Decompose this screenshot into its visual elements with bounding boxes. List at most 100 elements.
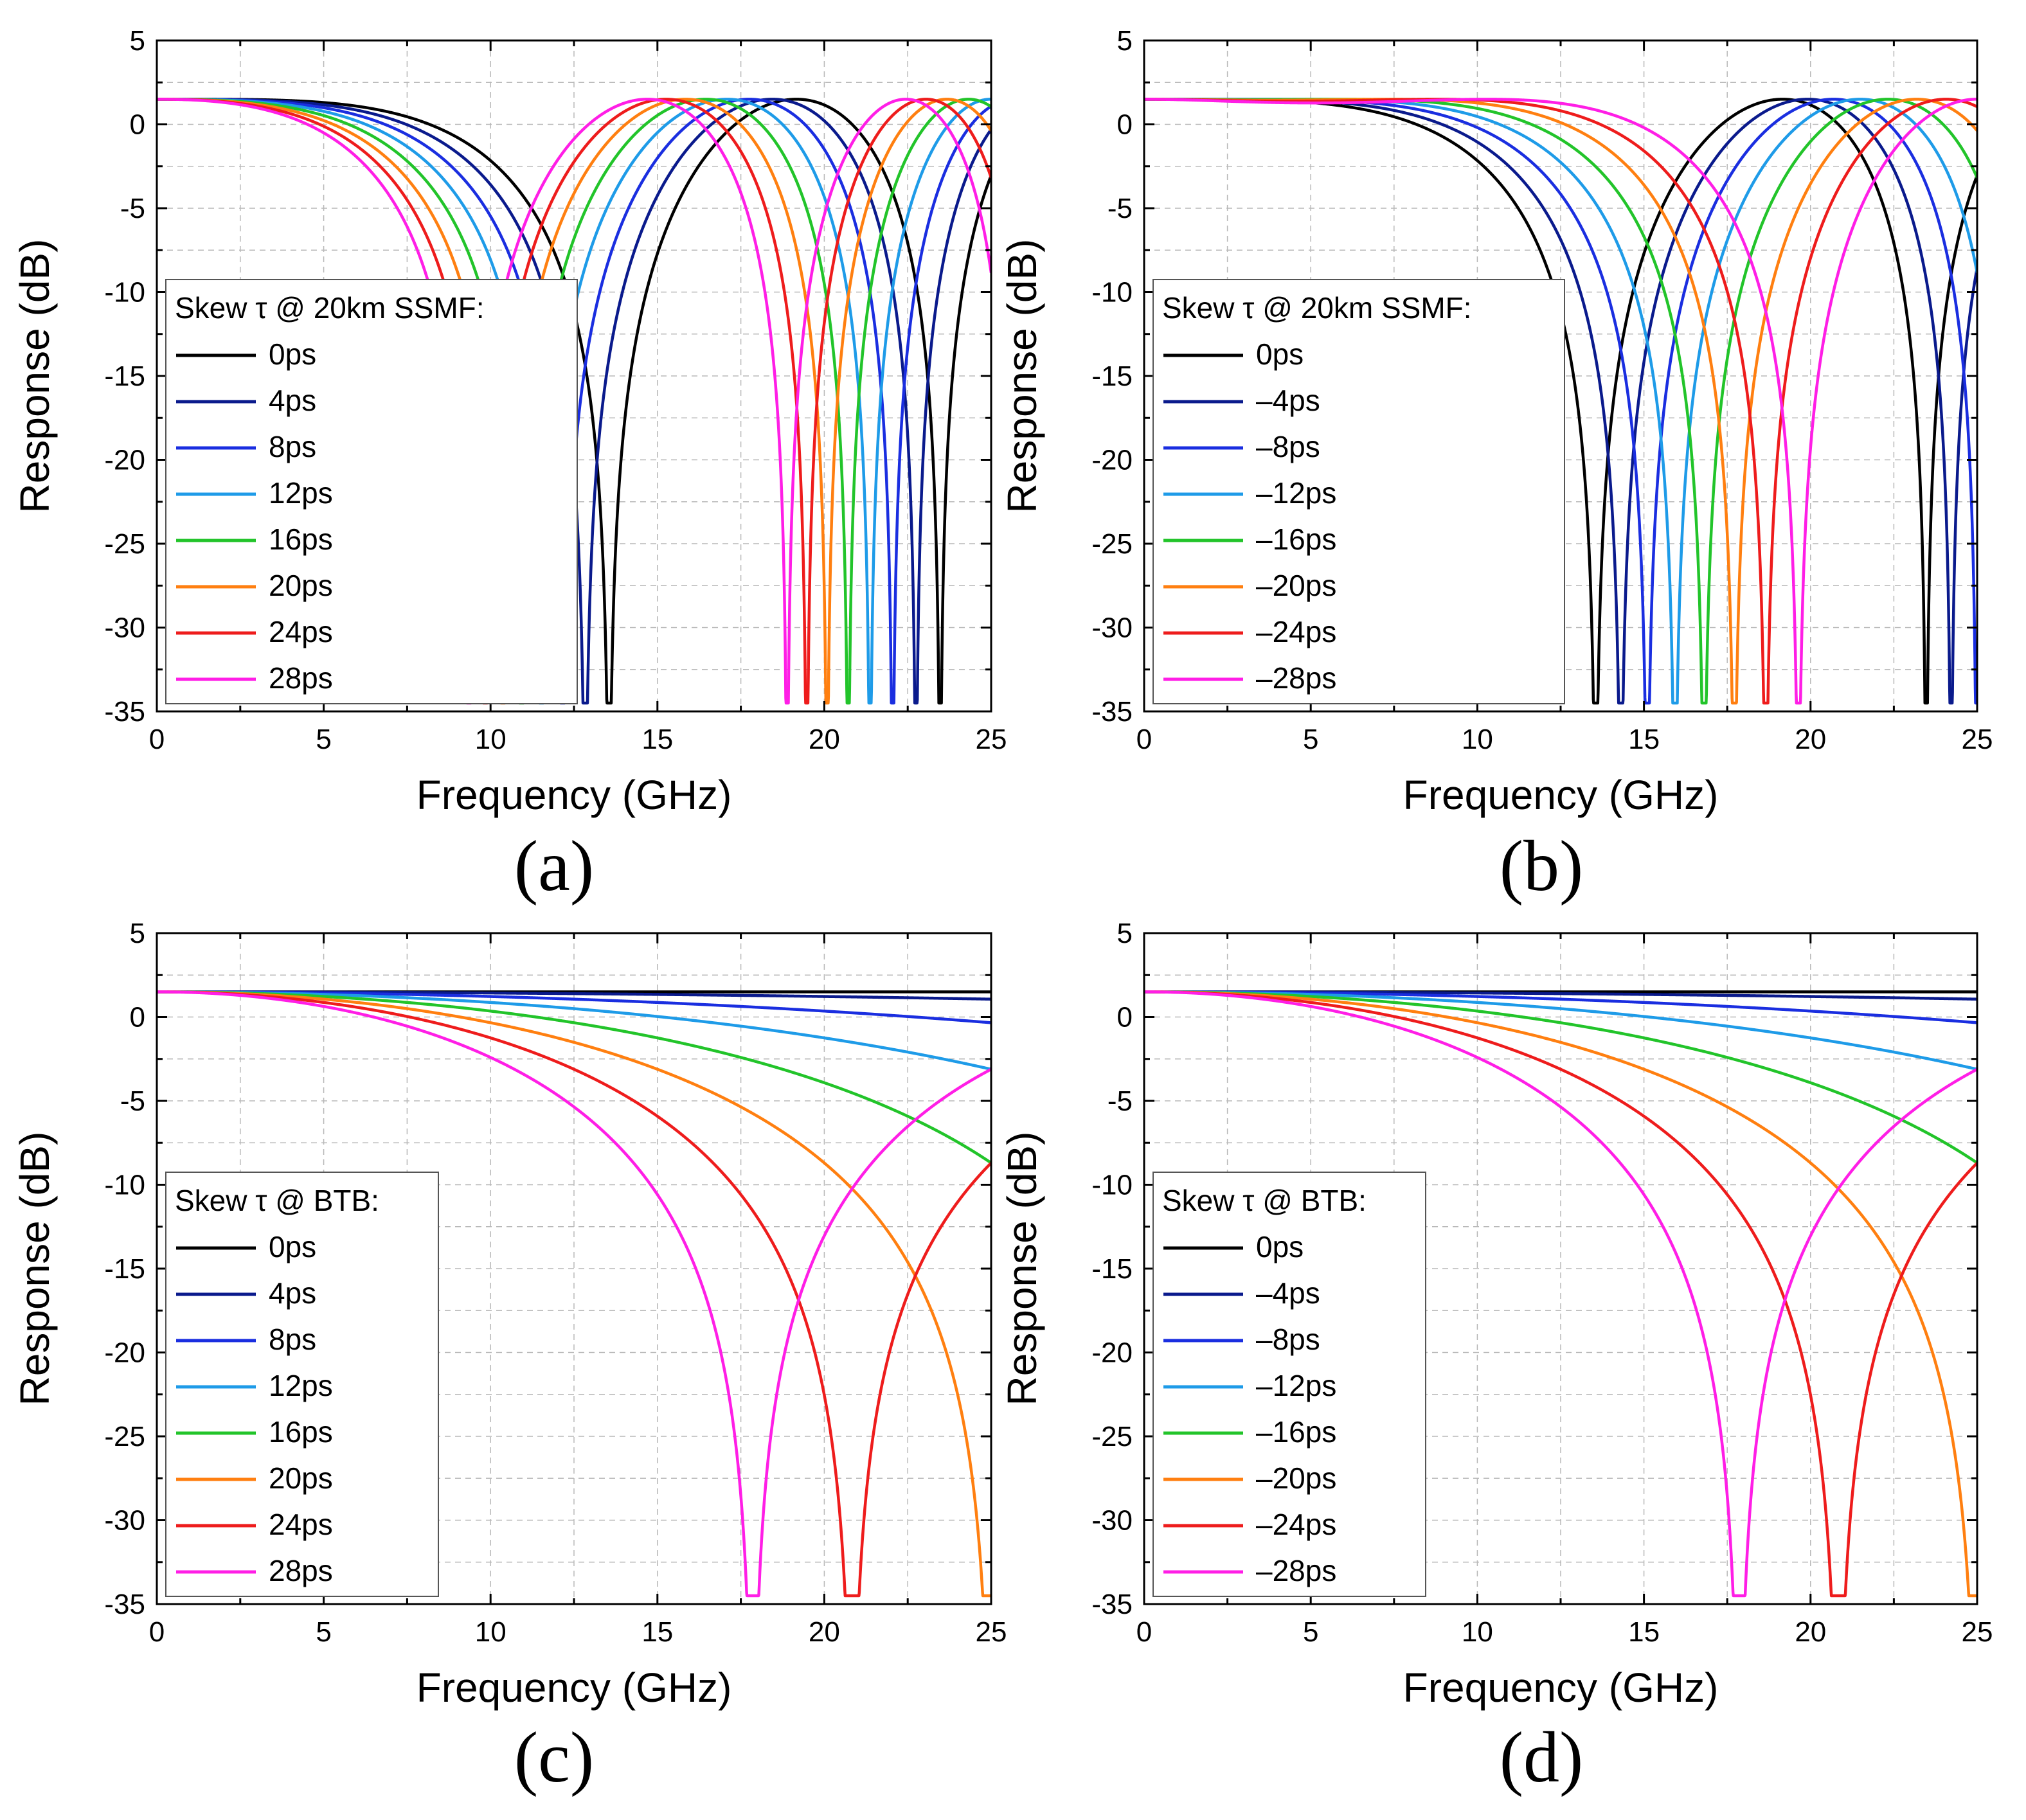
y-tick-label: -30 [1091, 1505, 1133, 1537]
chart-panel-a: 0 5 10 15 20 25 5 0 -5 -10 -15 -20 -25 -30 -35 Frequenc… [12, 25, 1007, 906]
series-line-24ps-neg [1144, 990, 1977, 1598]
legend-entry: 8ps [269, 430, 316, 463]
chart-panel-c: 0 5 10 15 20 25 5 0 -5 -10 -15 -20 -25 -30 -35 Frequenc… [12, 918, 1007, 1798]
x-tick-label: 10 [1462, 724, 1493, 755]
x-axis-label: Frequency (GHz) [1403, 772, 1719, 818]
chart-panel-d: 0 5 10 15 20 25 5 0 -5 -10 -15 -20 -25 -30 -35 Frequenc… [999, 918, 1993, 1798]
legend-entry: –28ps [1256, 661, 1336, 695]
legend-entry: –28ps [1256, 1554, 1336, 1587]
x-tick-label: 25 [976, 724, 1007, 755]
series-group [157, 990, 991, 1598]
y-tick-label: -15 [104, 361, 145, 392]
series-line-24ps [157, 98, 991, 705]
series-line-16ps [157, 990, 991, 1164]
legend: Skew τ @ BTB: 0ps –4ps –8ps –12ps –16ps –20ps –… [1152, 1172, 1426, 1597]
y-tick-label: -30 [1091, 612, 1133, 644]
x-tick-label: 10 [1462, 1616, 1493, 1648]
legend-title: Skew τ @ BTB: [1162, 1184, 1367, 1217]
y-tick-label: -10 [104, 277, 145, 308]
x-tick-label: 5 [316, 1616, 331, 1648]
y-tick-label: -20 [104, 445, 145, 476]
x-tick-label: 25 [1962, 1616, 1993, 1648]
legend-entry: 0ps [1256, 337, 1304, 371]
y-tick-label: -15 [1091, 361, 1133, 392]
legend-entry: –24ps [1256, 615, 1336, 648]
y-tick-label: -5 [1107, 1085, 1133, 1117]
x-tick-label: 0 [1136, 1616, 1152, 1648]
legend-entry: 0ps [269, 337, 316, 371]
y-tick-label: -35 [104, 1589, 145, 1620]
y-tick-label: 5 [1117, 918, 1133, 949]
legend-entry: –4ps [1256, 1276, 1320, 1310]
x-tick-label: 20 [1795, 724, 1826, 755]
y-tick-label: -20 [1091, 1337, 1133, 1369]
y-tick-label: -10 [1091, 277, 1133, 308]
legend-entry: 0ps [1256, 1230, 1304, 1263]
x-tick-label: 15 [641, 724, 673, 755]
legend-entry: 20ps [269, 569, 333, 602]
y-axis-label: Response (dB) [12, 1132, 58, 1406]
y-tick-label: -25 [1091, 528, 1133, 560]
legend-title: Skew τ @ BTB: [175, 1184, 379, 1217]
legend-title: Skew τ @ 20km SSMF: [175, 291, 485, 325]
legend-entry: –24ps [1256, 1508, 1336, 1541]
legend-box [165, 279, 578, 704]
y-tick-label: -5 [120, 193, 145, 224]
x-tick-label: 0 [149, 724, 165, 755]
y-tick-label: -35 [104, 696, 145, 727]
x-tick-label: 20 [1795, 1616, 1826, 1648]
x-tick-label: 0 [1136, 724, 1152, 755]
panel-caption: (b) [1500, 826, 1584, 906]
y-tick-label: -20 [104, 1337, 145, 1369]
x-tick-label: 10 [475, 724, 506, 755]
legend-entry: –16ps [1256, 1415, 1336, 1449]
x-tick-label: 20 [809, 724, 840, 755]
y-tick-label: -5 [120, 1085, 145, 1117]
y-tick-label: -25 [104, 528, 145, 560]
legend-entry: –12ps [1256, 476, 1336, 510]
legend: Skew τ @ BTB: 0ps 4ps 8ps 12ps 16ps 20ps 24ps 28… [165, 1172, 439, 1597]
legend-entry: 4ps [269, 1276, 316, 1310]
series-line-24ps [157, 990, 991, 1598]
legend-entry: 24ps [269, 1508, 333, 1541]
legend-entry: 4ps [269, 384, 316, 417]
y-tick-label: -5 [1107, 193, 1133, 224]
x-tick-label: 0 [149, 1616, 165, 1648]
series-line-28ps [157, 98, 991, 705]
legend-entry: 28ps [269, 1554, 333, 1587]
legend-entry: –8ps [1256, 1323, 1320, 1356]
legend-entry: –12ps [1256, 1369, 1336, 1402]
x-axis-label: Frequency (GHz) [417, 772, 732, 818]
y-tick-label: 0 [130, 1002, 145, 1033]
x-tick-label: 25 [1962, 724, 1993, 755]
legend-entry: –16ps [1256, 522, 1336, 556]
legend-entry: –8ps [1256, 430, 1320, 463]
y-tick-label: -25 [1091, 1421, 1133, 1452]
legend-entry: 12ps [269, 1369, 333, 1402]
legend-entry: –4ps [1256, 384, 1320, 417]
x-axis-label: Frequency (GHz) [417, 1664, 732, 1711]
x-tick-label: 15 [641, 1616, 673, 1648]
series-line-16ps-neg [1144, 990, 1977, 1164]
legend-entry: 8ps [269, 1323, 316, 1356]
series-line-24ps-neg [1144, 98, 1977, 705]
y-tick-label: -15 [1091, 1253, 1133, 1285]
legend: Skew τ @ 20km SSMF: 0ps 4ps 8ps 12ps 16ps 20ps… [165, 279, 578, 704]
legend-entry: 28ps [269, 661, 333, 695]
x-tick-label: 25 [976, 1616, 1007, 1648]
panel-caption: (a) [514, 826, 594, 906]
y-axis-label: Response (dB) [12, 239, 58, 513]
legend-entry: 24ps [269, 615, 333, 648]
y-tick-label: -15 [104, 1253, 145, 1285]
x-tick-label: 15 [1628, 724, 1660, 755]
legend-entry: 12ps [269, 476, 333, 510]
legend-entry: 16ps [269, 522, 333, 556]
y-tick-label: -10 [104, 1170, 145, 1201]
x-tick-label: 5 [1303, 1616, 1318, 1648]
y-tick-label: 5 [130, 918, 145, 949]
legend-entry: 0ps [269, 1230, 316, 1263]
y-tick-label: 5 [130, 25, 145, 57]
y-tick-label: -25 [104, 1421, 145, 1452]
